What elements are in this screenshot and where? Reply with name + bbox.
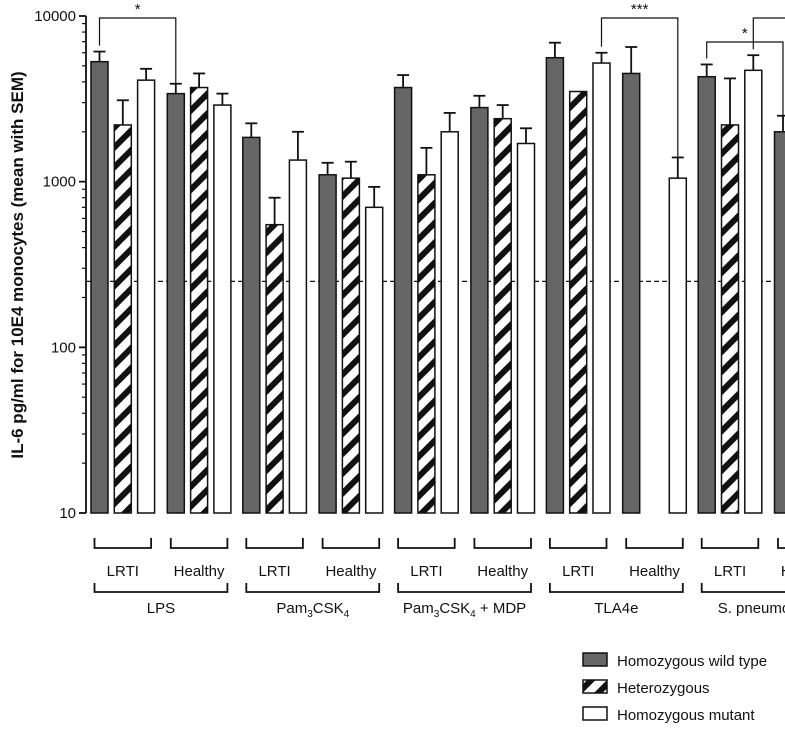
bar [440, 131, 459, 514]
group-bracket [397, 583, 532, 593]
group-label: LPS [147, 600, 175, 617]
bar [516, 142, 536, 514]
y-tick-label: 10000 [34, 8, 76, 25]
bar [744, 69, 763, 514]
legend-swatch [582, 652, 608, 667]
legend-label: Homozygous mutant [617, 707, 755, 724]
bar [393, 86, 413, 514]
subgroup-bracket [625, 538, 684, 549]
group-bracket [700, 583, 785, 593]
subgroup-bracket [93, 538, 152, 549]
bar [545, 56, 565, 514]
subgroup-bracket [549, 538, 608, 549]
group-bracket [245, 583, 381, 593]
subgroup-label: Healthy [174, 563, 225, 580]
significance-label: * [742, 25, 748, 42]
subgroup-label: LRTI [258, 563, 290, 580]
significance-bracket [98, 17, 177, 88]
bar [113, 124, 133, 514]
subgroup-bracket [245, 538, 304, 549]
subgroup-label: Healthy [629, 563, 680, 580]
bar [166, 92, 186, 514]
bar [592, 62, 611, 514]
bar [242, 136, 261, 514]
bar [341, 177, 361, 514]
significance-label: *** [631, 1, 649, 18]
subgroup-label: Healthy [781, 563, 785, 580]
subgroup-bracket [397, 538, 456, 549]
bar [720, 124, 740, 514]
group-label: Pam3CSK4 + MDP [403, 600, 526, 620]
group-bracket [93, 583, 229, 593]
group-label: S. pneumoniae [718, 600, 785, 617]
bar [265, 223, 284, 514]
bar [213, 104, 232, 514]
significance-bracket [600, 17, 679, 173]
subgroup-label: LRTI [410, 563, 442, 580]
group-label: Pam3CSK4 [276, 600, 349, 620]
bar [773, 131, 785, 514]
subgroup-label: Healthy [477, 563, 528, 580]
bar [417, 174, 436, 514]
subgroup-label: LRTI [714, 563, 746, 580]
legend-swatch [582, 706, 608, 721]
y-tick-label: 1000 [43, 174, 76, 191]
group-label: TLA4e [594, 600, 638, 617]
group-bracket [549, 583, 684, 593]
bar [90, 60, 109, 514]
subgroup-bracket [169, 538, 229, 549]
bar [136, 79, 156, 514]
y-tick-label: 100 [51, 339, 76, 356]
legend-label: Heterozygous [617, 680, 710, 697]
bar [568, 90, 588, 514]
bar [621, 72, 641, 514]
bar [364, 206, 384, 514]
subgroup-label: LRTI [107, 563, 139, 580]
bar [470, 106, 489, 514]
subgroup-bracket [700, 538, 760, 549]
subgroup-label: Healthy [325, 563, 376, 580]
y-axis-title: IL-6 pg/ml for 10E4 monocytes (mean with… [8, 71, 27, 458]
plot-area: 10 100 1000 10000 LRTI Healthy LPS LRTI Healthy P… [34, 1, 785, 724]
bar [318, 174, 337, 514]
significance-bracket [752, 17, 785, 50]
y-tick-label: 10 [59, 505, 76, 522]
legend-swatch [582, 679, 608, 694]
legend-label: Homozygous wild type [617, 653, 767, 670]
bar [697, 75, 716, 514]
bar [189, 86, 209, 514]
subgroup-bracket [321, 538, 381, 549]
bar [493, 117, 512, 514]
bar [668, 177, 688, 514]
subgroup-bracket [473, 538, 532, 549]
subgroup-bracket [777, 538, 785, 549]
significance-bracket [706, 41, 784, 126]
significance-label: * [135, 1, 141, 18]
bar [288, 159, 308, 514]
subgroup-label: LRTI [562, 563, 594, 580]
